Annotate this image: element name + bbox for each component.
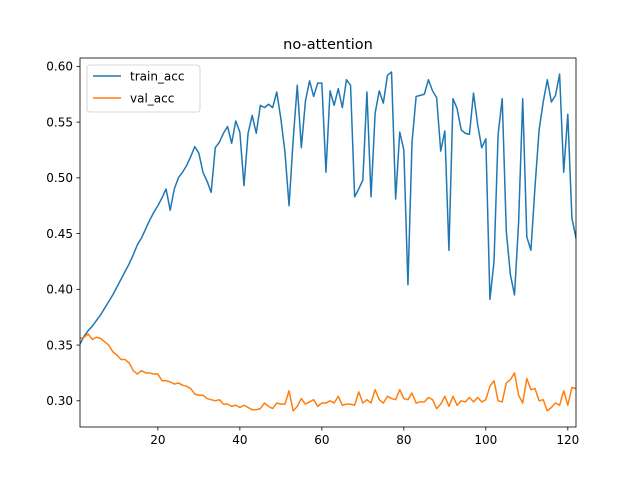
x-axis: 20 40 60 80 100 120 xyxy=(150,427,579,447)
y-axis: 0.30 0.35 0.40 0.45 0.50 0.55 0.60 xyxy=(46,60,80,408)
y-tick-label: 0.40 xyxy=(46,283,73,297)
y-tick-label: 0.35 xyxy=(46,338,73,352)
y-tick-label: 0.30 xyxy=(46,394,73,408)
x-tick-label: 100 xyxy=(474,433,497,447)
series-line-train-acc xyxy=(80,71,576,345)
x-tick-label: 40 xyxy=(232,433,247,447)
legend-label: train_acc xyxy=(130,69,184,83)
y-tick-label: 0.55 xyxy=(46,115,73,129)
legend: train_acc val_acc xyxy=(86,64,201,113)
axes-frame xyxy=(79,57,577,428)
series-line-val-acc xyxy=(80,333,576,412)
x-tick-label: 120 xyxy=(556,433,579,447)
legend-label: val_acc xyxy=(130,91,174,105)
y-tick-label: 0.50 xyxy=(46,171,73,185)
series-layer xyxy=(80,71,576,412)
y-tick-label: 0.60 xyxy=(46,60,73,74)
x-tick-label: 80 xyxy=(396,433,411,447)
x-tick-label: 60 xyxy=(314,433,329,447)
x-tick-label: 20 xyxy=(150,433,165,447)
chart-title: no-attention xyxy=(283,37,373,53)
y-tick-label: 0.45 xyxy=(46,227,73,241)
